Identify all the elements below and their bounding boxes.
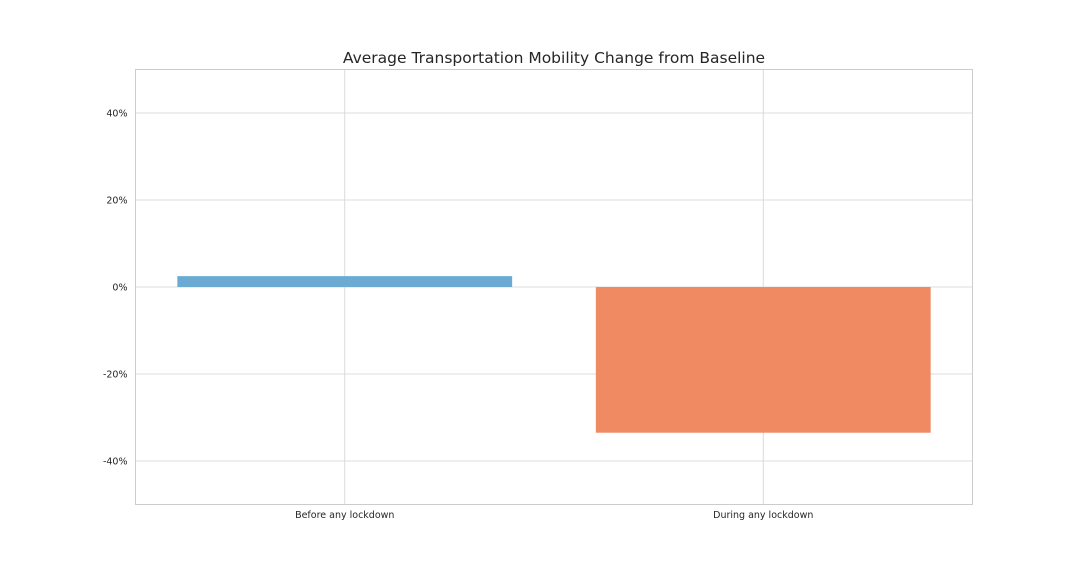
y-tick-label: 20%	[106, 196, 127, 207]
y-tick-label: 40%	[106, 109, 127, 120]
bar-layer	[177, 276, 931, 433]
y-tick-label: -40%	[103, 457, 128, 468]
y-tick-label: -20%	[103, 370, 128, 381]
x-tick-label: During any lockdown	[713, 510, 813, 521]
chart-title: Average Transportation Mobility Change f…	[343, 49, 765, 67]
bar-2	[595, 287, 931, 433]
x-axis: Before any lockdown During any lockdown	[295, 510, 813, 521]
y-tick-label: 0%	[112, 283, 127, 294]
y-axis: -40% -20% 0% 20% 40%	[103, 109, 128, 468]
bar-1	[177, 276, 513, 287]
plot-frame	[135, 69, 973, 505]
x-tick-label: Before any lockdown	[295, 510, 394, 521]
